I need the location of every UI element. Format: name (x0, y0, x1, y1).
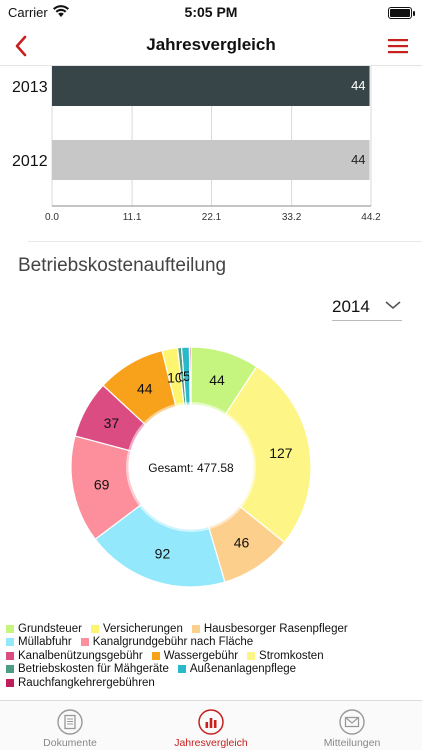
legend-item[interactable]: Versicherungen (90, 622, 183, 635)
section-divider (28, 241, 422, 242)
chevron-left-icon[interactable] (8, 32, 36, 60)
legend-swatch (6, 638, 14, 647)
section-title: Betriebskostenaufteilung (18, 255, 227, 276)
legend-swatch (247, 651, 256, 660)
carrier-label: Carrier (8, 5, 48, 20)
slice-value-label: 37 (104, 415, 120, 431)
legend-label: Grundsteuer (18, 622, 82, 635)
status-time: 5:05 PM (184, 4, 238, 20)
legend-label: Versicherungen (102, 622, 183, 635)
tab-dokumente[interactable]: Dokumente (0, 701, 140, 751)
year-select[interactable]: 2014 (332, 293, 402, 321)
slice-value-label: 10 (167, 369, 183, 385)
legend-row: Betriebskosten für Mähgeräte Außenanlagen… (6, 663, 422, 677)
legend-label: Wassergebühr (163, 649, 239, 662)
bar-2013 (52, 66, 370, 106)
legend-swatch (151, 651, 160, 660)
legend-swatch (6, 624, 14, 633)
legend-item[interactable]: Müllabfuhr (6, 636, 72, 648)
bar-value-label: 44 (351, 152, 365, 167)
legend-item[interactable]: Außenanlagenpflege (177, 663, 297, 676)
legend-row: Grundsteuer Versicherungen Hausbesorger Ra… (6, 622, 422, 636)
slice-value-label: 44 (137, 381, 153, 397)
donut-inner-ring (126, 402, 256, 532)
legend-swatch (191, 624, 200, 633)
page-title: Jahresvergleich (146, 35, 276, 54)
slice-value-label: 5 (183, 368, 191, 384)
wifi-icon (53, 5, 69, 17)
legend-swatch (177, 665, 186, 674)
slice-value-label: 46 (234, 535, 250, 551)
donut-center-label: Gesamt: 477.58 (148, 461, 234, 475)
slice-value-label: 0 (178, 368, 186, 384)
status-bar: Carrier 5:05 PM (0, 0, 422, 26)
legend-item[interactable]: Rauchfangkehrergebühren (6, 677, 155, 689)
legend-swatch (90, 624, 99, 633)
tab-label: Mitteilungen (323, 737, 381, 749)
bar-chart-icon (198, 709, 224, 735)
document-icon (57, 709, 83, 735)
legend-item[interactable]: Grundsteuer (6, 623, 82, 635)
legend-row: Kanalbenützungsgebühr Wassergebühr Stromko… (6, 649, 422, 663)
bar-value-label: 44 (351, 78, 365, 93)
legend-item[interactable]: Kanalbenützungsgebühr (6, 650, 143, 662)
x-tick-label: 44.2 (361, 212, 381, 223)
legend-label: Stromkosten (259, 649, 324, 662)
slice-value-label: 127 (269, 445, 293, 461)
legend-label: Kanalbenützungsgebühr (18, 649, 143, 662)
slice-value-label: 92 (155, 545, 171, 561)
legend-item[interactable]: Hausbesorger Rasenpfleger (191, 622, 348, 635)
tab-label: Dokumente (43, 737, 97, 749)
legend-item[interactable]: Stromkosten (247, 650, 324, 662)
legend-swatch (6, 665, 14, 674)
legend-item[interactable]: Betriebskosten für Mähgeräte (6, 663, 169, 675)
envelope-icon (339, 709, 365, 735)
legend-label: Kanalgrundgebühr nach Fläche (92, 636, 254, 649)
legend-row: Rauchfangkehrergebühren (6, 676, 422, 690)
legend-label: Betriebskosten für Mähgeräte (18, 663, 169, 676)
chevron-down-icon (385, 301, 401, 310)
navigation-bar: Jahresvergleich (0, 26, 422, 66)
legend-label: Rauchfangkehrergebühren (18, 676, 155, 689)
tab-mitteilungen[interactable]: Mitteilungen (282, 701, 422, 751)
yearly-comparison-chart: 44 2013 44 2012 (12, 66, 372, 207)
legend-swatch (80, 638, 89, 647)
slice-value-label: 69 (94, 476, 110, 492)
legend-label: Außenanlagenpflege (189, 663, 297, 676)
legend-label: Müllabfuhr (18, 636, 72, 649)
donut-hole (132, 408, 250, 526)
tab-bar: Dokumente Jahresvergleich Mitteilungen (0, 700, 422, 750)
tab-label: Jahresvergleich (174, 737, 248, 749)
year-label: 2013 (12, 79, 48, 96)
year-select-value: 2014 (332, 297, 370, 316)
year-label: 2012 (12, 153, 48, 170)
donut-slice[interactable] (188, 346, 192, 406)
bar-2012 (52, 140, 370, 180)
legend-swatch (6, 651, 14, 660)
legend-item[interactable]: Wassergebühr (151, 649, 239, 662)
x-tick-label: 22.1 (201, 212, 222, 223)
legend-swatch (6, 678, 14, 687)
battery-icon (388, 7, 415, 19)
legend-item[interactable]: Kanalgrundgebühr nach Fläche (80, 636, 254, 649)
slice-value-label: 44 (209, 372, 225, 388)
chart-legend: Grundsteuer Versicherungen Hausbesorger Ra… (6, 622, 422, 690)
x-tick-label: 33.2 (281, 212, 302, 223)
hamburger-menu-icon[interactable] (384, 32, 412, 60)
legend-label: Hausbesorger Rasenpfleger (203, 622, 348, 635)
x-tick-label: 11.1 (122, 212, 142, 223)
legend-row: Müllabfuhr Kanalgrundgebühr nach Fläche (6, 636, 422, 650)
tab-jahresvergleich[interactable]: Jahresvergleich (141, 701, 281, 751)
x-tick-label: 0.0 (45, 212, 59, 223)
